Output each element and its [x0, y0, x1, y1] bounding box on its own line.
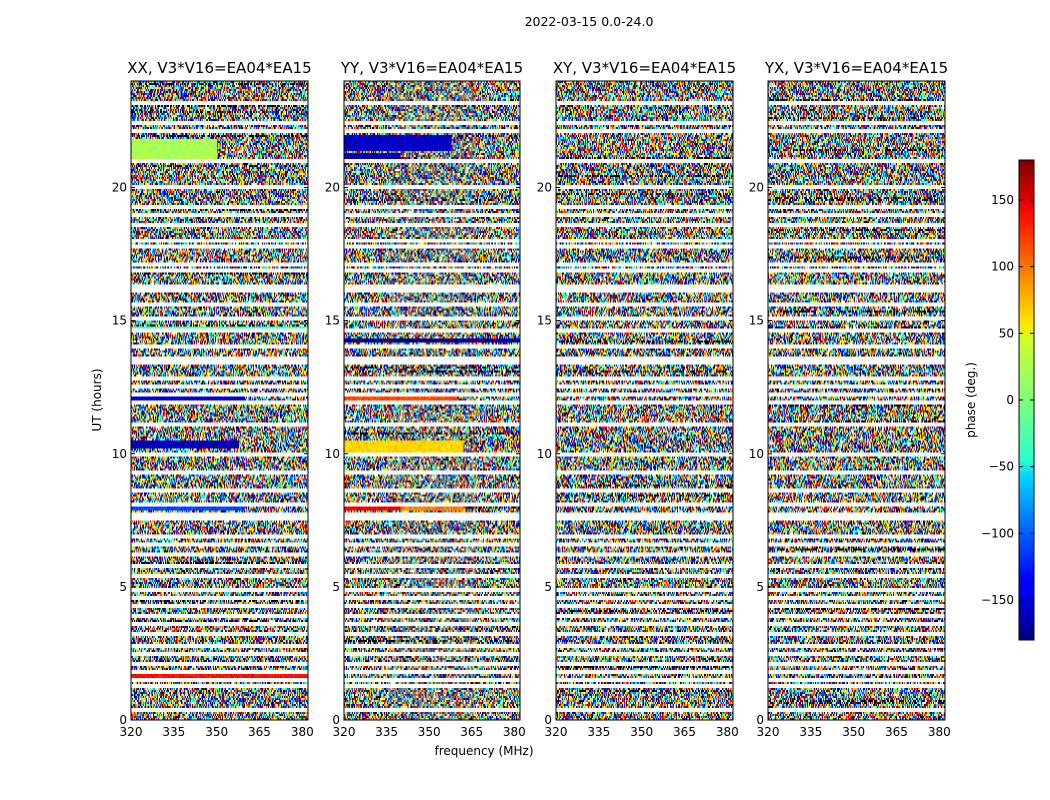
y-tick-label: 5 — [119, 580, 127, 594]
x-tick-label: 320 — [757, 725, 780, 739]
x-tick-label: 380 — [291, 725, 314, 739]
panel-frame-yy — [343, 80, 521, 721]
panel-frame-yx — [767, 80, 946, 721]
x-tick-label: 320 — [333, 725, 356, 739]
y-tick-label: 15 — [537, 314, 552, 328]
y-tick-label: 10 — [537, 447, 552, 461]
x-tick-label: 365 — [460, 725, 483, 739]
y-tick-label: 15 — [325, 314, 340, 328]
y-tick-label: 20 — [749, 181, 764, 195]
y-tick-label: 0 — [119, 713, 127, 727]
y-tick-label: 15 — [112, 314, 127, 328]
panel-title-xx: XX, V3*V16=EA04*EA15 — [127, 59, 311, 77]
heatmap-image-yx — [768, 81, 945, 720]
colorbar-tick-label: 50 — [999, 326, 1014, 340]
x-axis-ticks-yx: 320 335 350 365 380 — [757, 81, 951, 739]
colorbar-tick-label: −100 — [981, 526, 1014, 540]
colorbar-ticks: −150 −100 −50 0 50 100 150 — [981, 193, 1034, 607]
y-axis-label: UT (hours) — [90, 368, 104, 431]
y-tick-label: 0 — [332, 713, 340, 727]
panel-xx: XX, V3*V16=EA04*EA15 320 335 350 365 380 0 5 1… — [112, 59, 314, 739]
x-tick-label: 365 — [248, 725, 271, 739]
heatmap-image-xy — [556, 81, 733, 720]
colorbar-tick-label: −50 — [989, 460, 1014, 474]
x-tick-label: 350 — [842, 725, 865, 739]
x-axis-ticks-xx: 320 335 350 365 380 — [120, 81, 314, 739]
panel-yy: YY, V3*V16=EA04*EA15 320 335 350 365 380 0 5 1… — [325, 59, 526, 739]
panel-title-xy: XY, V3*V16=EA04*EA15 — [553, 59, 736, 77]
x-tick-label: 365 — [885, 725, 908, 739]
x-tick-label: 335 — [162, 725, 185, 739]
x-tick-label: 350 — [205, 725, 228, 739]
x-tick-label: 380 — [503, 725, 526, 739]
panel-title-yy: YY, V3*V16=EA04*EA15 — [340, 59, 523, 77]
heatmap-image-yy — [344, 81, 520, 720]
heatmap-image-xx — [131, 81, 308, 720]
y-tick-label: 0 — [544, 713, 552, 727]
y-tick-label: 15 — [749, 314, 764, 328]
y-tick-label: 20 — [325, 181, 340, 195]
colorbar-tick-label: 150 — [991, 193, 1014, 207]
colorbar-label: phase (deg.) — [964, 362, 978, 438]
x-tick-label: 380 — [928, 725, 951, 739]
y-tick-label: 0 — [756, 713, 764, 727]
colorbar-tick-label: 0 — [1006, 393, 1014, 407]
x-axis-ticks-yy: 320 335 350 365 380 — [333, 81, 526, 739]
panel-frame-xx — [130, 80, 309, 721]
x-tick-label: 365 — [673, 725, 696, 739]
panel-title-yx: YX, V3*V16=EA04*EA15 — [764, 59, 948, 77]
y-tick-label: 10 — [112, 447, 127, 461]
y-tick-label: 5 — [544, 580, 552, 594]
panel-yx: YX, V3*V16=EA04*EA15 320 335 350 365 380 0 5 1… — [749, 59, 951, 739]
x-tick-label: 320 — [120, 725, 143, 739]
y-axis-ticks-xx: 0 5 10 15 20 — [112, 181, 308, 727]
panel-frame-xy — [555, 80, 734, 721]
x-tick-label: 320 — [545, 725, 568, 739]
y-tick-label: 5 — [756, 580, 764, 594]
x-tick-label: 350 — [630, 725, 653, 739]
y-tick-label: 20 — [112, 181, 127, 195]
figure-suptitle: 2022-03-15 0.0-24.0 — [525, 14, 654, 29]
panel-xy: XY, V3*V16=EA04*EA15 320 335 350 365 380 0 5 1… — [537, 59, 739, 739]
x-axis-ticks-xy: 320 335 350 365 380 — [545, 81, 739, 739]
x-tick-label: 335 — [375, 725, 398, 739]
y-axis-ticks-xy: 0 5 10 15 20 — [537, 181, 733, 727]
x-tick-label: 335 — [587, 725, 610, 739]
y-tick-label: 5 — [332, 580, 340, 594]
colorbar-tick-label: 100 — [991, 260, 1014, 274]
y-tick-label: 20 — [537, 181, 552, 195]
y-tick-label: 10 — [325, 447, 340, 461]
x-tick-label: 335 — [799, 725, 822, 739]
y-tick-label: 10 — [749, 447, 764, 461]
y-axis-ticks-yx: 0 5 10 15 20 — [749, 181, 945, 727]
x-tick-label: 380 — [716, 725, 739, 739]
colorbar: −150 −100 −50 0 50 100 150 phase (deg.) — [964, 159, 1035, 641]
x-axis-label: frequency (MHz) — [434, 744, 533, 758]
colorbar-tick-label: −150 — [981, 593, 1014, 607]
y-axis-ticks-yy: 0 5 10 15 20 — [325, 181, 520, 727]
x-tick-label: 350 — [418, 725, 441, 739]
